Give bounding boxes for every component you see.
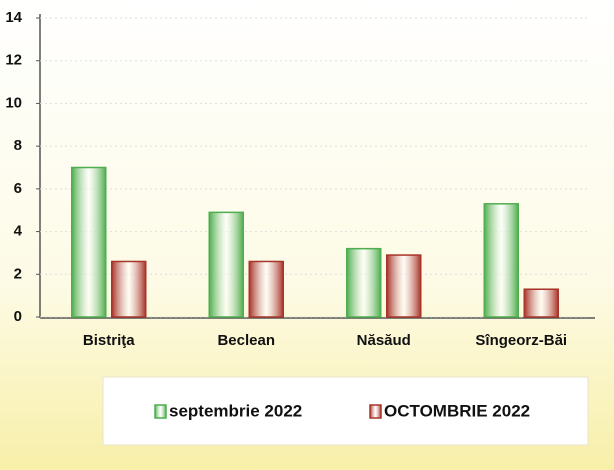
y-tick-label: 6 — [14, 180, 22, 197]
bar — [483, 203, 519, 318]
x-tick-label: Bistriţa — [83, 332, 135, 349]
y-tick-label: 2 — [14, 265, 22, 282]
bar — [523, 288, 559, 318]
legend-swatch — [154, 404, 167, 419]
y-tick-label: 10 — [5, 94, 22, 111]
y-tick-label: 12 — [5, 52, 22, 69]
legend-swatch — [369, 404, 382, 419]
x-tick-label: Năsăud — [357, 332, 411, 349]
bar — [386, 254, 422, 318]
y-tick-label: 8 — [14, 137, 22, 154]
y-tick-label: 0 — [14, 308, 22, 325]
x-tick-label: Beclean — [217, 332, 275, 349]
x-tick-label: Sîngeorz-Băi — [475, 332, 567, 349]
legend-label: septembrie 2022 — [169, 401, 302, 420]
bar — [208, 211, 244, 318]
y-tick-label: 4 — [14, 223, 23, 240]
bar — [71, 166, 107, 318]
legend-box — [102, 376, 589, 446]
bar — [346, 247, 382, 318]
bar — [248, 260, 284, 318]
legend-label: OCTOMBRIE 2022 — [384, 401, 530, 420]
y-tick-label: 14 — [5, 9, 22, 26]
bar — [111, 260, 147, 318]
